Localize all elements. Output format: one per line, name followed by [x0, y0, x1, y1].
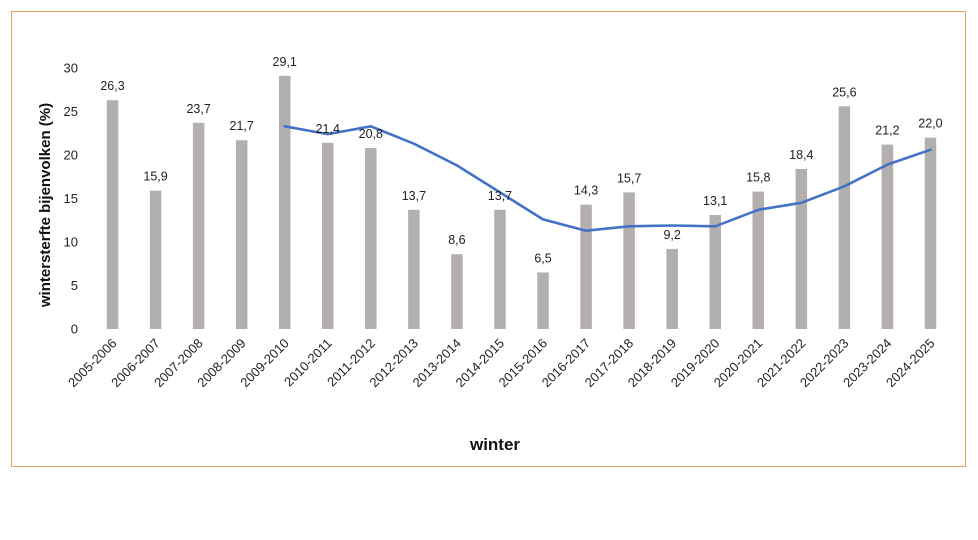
chart-frame: 0 5 10 15 20 25 30 26,3 15,9 23,7 21,7 29,1 21,4 20,… — [11, 11, 966, 467]
bar — [278, 75, 291, 329]
bar — [666, 248, 678, 329]
bar-line-chart: 0 5 10 15 20 25 30 26,3 15,9 23,7 21,7 29,1 21,4 20,… — [37, 55, 943, 454]
bar-value-label: 6,5 — [534, 251, 551, 265]
bar-value-label: 18,4 — [789, 148, 813, 162]
bar-value-label: 25,6 — [832, 85, 856, 99]
bar-value-label: 13,1 — [703, 194, 727, 208]
bar-value-label: 22,0 — [918, 117, 942, 131]
bar — [106, 100, 119, 329]
bar-value-label: 8,6 — [448, 233, 465, 247]
bar — [235, 140, 248, 329]
bar-value-label: 29,1 — [273, 55, 297, 69]
trend-line — [283, 125, 932, 232]
bar — [192, 122, 205, 329]
bar-value-label: 21,7 — [230, 119, 254, 133]
y-tick-label: 15 — [64, 191, 78, 206]
bar-value-label: 15,7 — [617, 171, 641, 185]
bar-value-label: 26,3 — [100, 79, 124, 93]
bar-value-label: 15,9 — [143, 170, 167, 184]
bar-value-label: 13,7 — [402, 189, 426, 203]
bar — [623, 192, 635, 329]
bar-value-label: 15,8 — [746, 171, 770, 185]
bar-value-label: 9,2 — [663, 228, 680, 242]
bar-value-label: 21,2 — [875, 124, 899, 138]
bar — [149, 190, 162, 329]
bar — [924, 137, 937, 329]
y-tick-label: 30 — [64, 61, 78, 76]
bar — [322, 142, 334, 329]
y-axis-title: wintersterfte bijenvolken (%) — [37, 103, 54, 308]
bar-value-label: 14,3 — [574, 184, 598, 198]
bar — [838, 106, 851, 329]
y-tick-label: 0 — [71, 322, 78, 337]
y-tick-label: 5 — [71, 278, 78, 293]
y-tick-label: 25 — [64, 104, 78, 119]
y-tick-label: 20 — [64, 148, 78, 163]
bar — [752, 191, 765, 329]
bar-value-label: 23,7 — [186, 102, 210, 116]
bar-value-label: 21,4 — [316, 122, 340, 136]
bar — [451, 254, 463, 329]
bar — [365, 148, 377, 329]
bar — [795, 168, 808, 329]
bar — [494, 209, 506, 329]
y-tick-label: 10 — [64, 235, 78, 250]
bar — [537, 272, 549, 329]
bar — [881, 144, 894, 329]
bar-value-label: 13,7 — [488, 189, 512, 203]
bar — [408, 209, 420, 329]
bar — [580, 204, 592, 329]
bar — [709, 215, 721, 329]
x-axis-title: winter — [469, 435, 520, 454]
bar-value-label: 20,8 — [359, 127, 383, 141]
